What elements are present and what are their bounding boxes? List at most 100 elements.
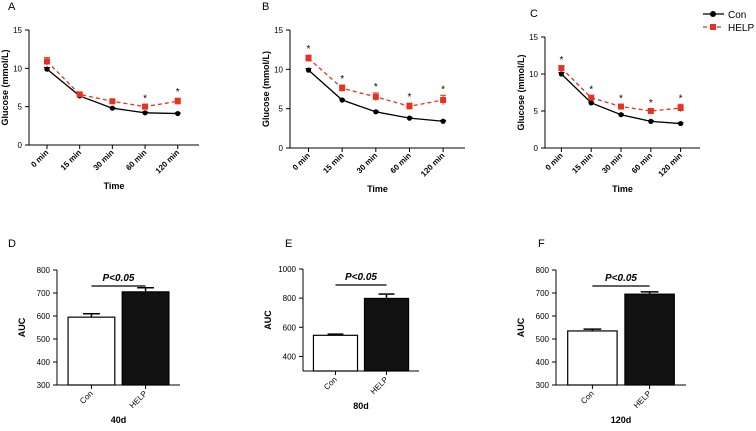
panel-c-x-tick-label: 30 min bbox=[600, 151, 624, 175]
panel-a-help-point bbox=[43, 58, 50, 65]
panel-b-x-tick-label: 120 min bbox=[419, 151, 447, 179]
panel-d-p-value-label: P<0.05 bbox=[103, 273, 135, 284]
panel-c-con-point bbox=[648, 118, 654, 124]
panel-c-significance-star: * bbox=[589, 84, 593, 95]
panel-b-x-axis-title: Time bbox=[367, 184, 388, 194]
panel-f-bar-con bbox=[567, 330, 618, 386]
panel-a-con-point bbox=[44, 66, 50, 72]
panel-b-help-point bbox=[440, 97, 447, 104]
panel-d-y-tick-label: 700 bbox=[37, 289, 51, 298]
panel-c-con-point bbox=[678, 120, 684, 127]
panel-d-y-axis-title: AUC bbox=[17, 317, 27, 337]
panel-a-help-point bbox=[174, 98, 181, 105]
panel-b-x-tick-label: 15 min bbox=[321, 151, 345, 175]
panel-c-con-point bbox=[618, 112, 624, 118]
panel-c-y-axis-title: Glucose (mmol/L) bbox=[516, 54, 526, 130]
panel-f-bar-help bbox=[624, 293, 675, 386]
panel-a-significance-star: * bbox=[143, 93, 147, 104]
panel-e-y-tick-label: 1000 bbox=[278, 265, 296, 274]
panel-d-bar-con bbox=[67, 316, 116, 386]
panel-b-significance-star: * bbox=[374, 82, 378, 93]
panel-e-p-value-label: P<0.05 bbox=[345, 272, 377, 283]
panel-c-significance-star: * bbox=[619, 93, 623, 104]
panel-e-x-axis-title: 80d bbox=[353, 401, 369, 411]
panel-a-x-tick-label: 30 min bbox=[91, 148, 115, 172]
panel-c-y-tick-label: 10 bbox=[529, 70, 538, 79]
panel-a-x-axis-title: Time bbox=[104, 181, 125, 191]
panel-b-help-point bbox=[339, 85, 346, 92]
panel-b-con-point bbox=[406, 115, 413, 121]
panel-b-significance-star: * bbox=[408, 92, 412, 103]
panel-c-significance-star: * bbox=[679, 93, 683, 104]
panel-a-con-point bbox=[142, 110, 148, 116]
panel-d-y-tick-label: 400 bbox=[37, 358, 51, 367]
panel-e-x-tick-label: HELP bbox=[369, 375, 390, 396]
panel-e-y-tick-label: 600 bbox=[283, 323, 297, 332]
panel-f-x-tick-label: HELP bbox=[632, 389, 653, 410]
panel-a-y-axis-title: Glucose (mmol/L) bbox=[0, 49, 10, 125]
panel-d-letter: D bbox=[8, 238, 16, 250]
panel-c-y-tick-label: 0 bbox=[534, 144, 539, 153]
panel-f-y-tick-label: 600 bbox=[536, 312, 550, 321]
panel-b-help-point bbox=[406, 103, 413, 110]
panel-e-y-tick-label: 400 bbox=[283, 352, 297, 361]
panel-f-x-tick-label: Con bbox=[579, 389, 596, 406]
panel-a-help-point bbox=[109, 98, 116, 105]
panel-c-x-tick-label: 0 min bbox=[544, 151, 565, 172]
panel-d-y-tick-label: 800 bbox=[37, 266, 51, 275]
panel-b-y-tick-label: 0 bbox=[279, 144, 284, 153]
panel-b-x-tick-label: 0 min bbox=[291, 151, 312, 172]
panel-c-y-tick-label: 15 bbox=[529, 33, 538, 42]
panel-f-y-axis-title: AUC bbox=[516, 317, 526, 337]
panel-f-p-value-label: P<0.05 bbox=[605, 273, 637, 284]
panel-c-con-point bbox=[588, 100, 594, 106]
panel-b-significance-star: * bbox=[441, 84, 445, 95]
panel-d-bar-chart: D 300 400 500 600 700 800 Con HELP P<0.05 40d AUC bbox=[8, 238, 180, 425]
panel-b-letter: B bbox=[262, 1, 269, 13]
panel-b-con-point bbox=[440, 118, 446, 124]
panel-a-help-point bbox=[76, 91, 83, 98]
panel-a-con-point bbox=[175, 110, 181, 117]
panel-c-x-tick-label: 120 min bbox=[657, 151, 685, 179]
panel-d-x-tick-label: Con bbox=[78, 389, 95, 406]
panel-b-y-tick-label: 5 bbox=[279, 105, 284, 114]
panel-c-line-chart: C 0 5 10 15 0 min 15 min 30 min 60 min 120 min Tim… bbox=[516, 8, 700, 194]
panel-d-y-tick-label: 300 bbox=[37, 381, 51, 390]
panel-c-y-tick-label: 5 bbox=[534, 107, 539, 116]
panel-a-significance-star: * bbox=[176, 87, 180, 98]
panel-f-bar-chart: F 300 400 500 600 700 800 Con HELP P<0.05 120d AUC bbox=[516, 238, 686, 425]
panel-a-x-tick-label: 60 min bbox=[124, 148, 148, 172]
panel-e-bar-con bbox=[312, 334, 359, 372]
legend: Con HELP bbox=[703, 10, 754, 34]
panel-c-help-point bbox=[558, 65, 565, 72]
panel-b-y-tick-label: 10 bbox=[274, 65, 283, 74]
panel-a-x-tick-label: 120 min bbox=[154, 148, 182, 176]
panel-f-y-tick-label: 800 bbox=[536, 266, 550, 275]
panel-c-letter: C bbox=[530, 8, 538, 20]
panel-f-y-tick-label: 400 bbox=[536, 358, 550, 367]
legend-label-con: Con bbox=[728, 10, 746, 21]
panel-b-x-tick-label: 30 min bbox=[355, 151, 379, 175]
panel-a-help-point bbox=[142, 103, 149, 110]
panel-c-help-point bbox=[618, 103, 625, 110]
panel-c-significance-star: * bbox=[649, 98, 653, 109]
panel-b-y-axis-title: Glucose (mmol/L) bbox=[261, 51, 271, 127]
panel-b-con-point bbox=[373, 109, 379, 115]
legend-label-help: HELP bbox=[728, 23, 754, 34]
legend-marker-con bbox=[710, 11, 716, 17]
panel-b-line-chart: B 0 5 10 15 0 min 15 min 30 min 60 min 120 min Tim… bbox=[261, 1, 465, 194]
panel-c-help-point bbox=[677, 105, 684, 112]
panel-a-y-tick-label: 15 bbox=[13, 26, 22, 35]
panel-b-con-point bbox=[305, 67, 312, 73]
panel-c-help-point bbox=[588, 94, 595, 101]
panel-e-bar-chart: E 400 600 800 1000 Con HELP P<0.05 80d AUC bbox=[263, 238, 419, 411]
panel-c-x-tick-label: 15 min bbox=[570, 151, 594, 175]
panel-e-bar-help bbox=[363, 297, 410, 372]
panel-e-x-tick-label: Con bbox=[322, 375, 339, 392]
panel-e-y-tick-label: 800 bbox=[283, 294, 297, 303]
panel-d-y-tick-label: 600 bbox=[37, 312, 51, 321]
panel-d-bar-help bbox=[121, 291, 170, 386]
panel-f-y-tick-label: 300 bbox=[536, 381, 550, 390]
panel-f-letter: F bbox=[538, 238, 545, 250]
